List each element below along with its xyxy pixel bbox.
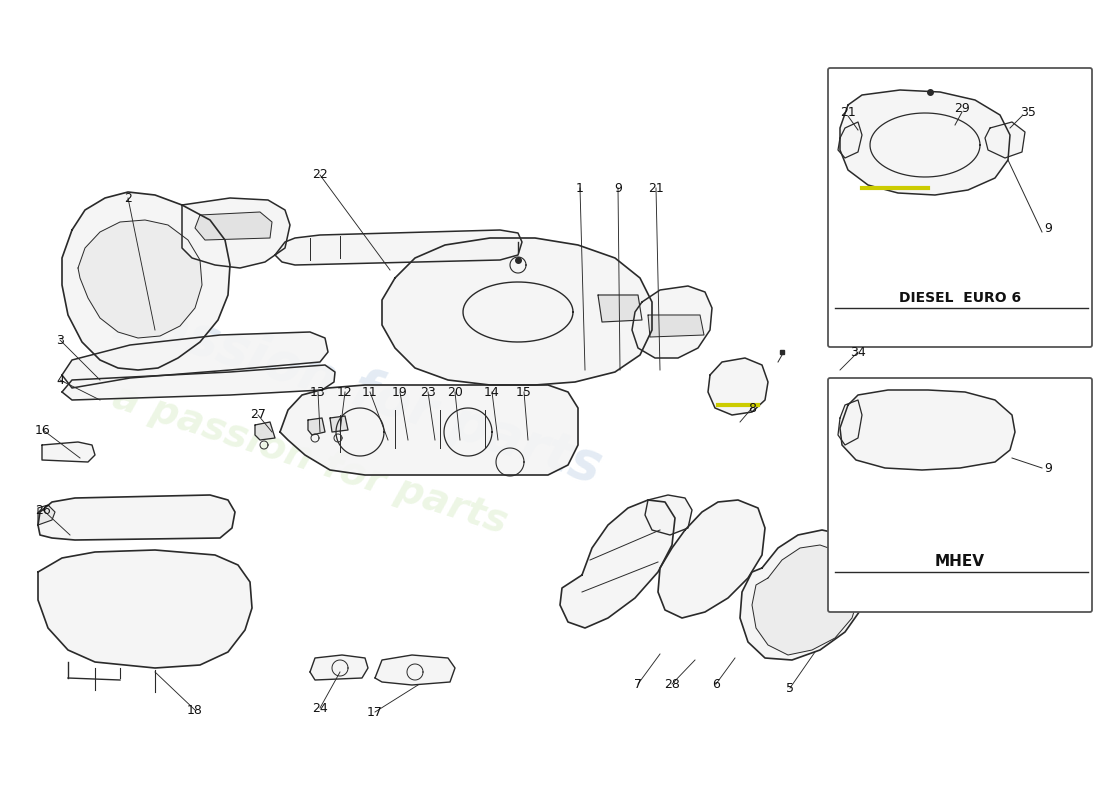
Polygon shape bbox=[330, 416, 348, 432]
Text: 1: 1 bbox=[576, 182, 584, 194]
Polygon shape bbox=[195, 212, 272, 240]
Text: 23: 23 bbox=[420, 386, 436, 398]
Text: 12: 12 bbox=[337, 386, 353, 398]
Polygon shape bbox=[275, 230, 522, 265]
Text: 6: 6 bbox=[712, 678, 719, 690]
Text: passion for parts: passion for parts bbox=[111, 287, 608, 493]
Polygon shape bbox=[598, 295, 642, 322]
Polygon shape bbox=[838, 122, 862, 158]
Text: 19: 19 bbox=[392, 386, 408, 398]
Text: DIESEL  EURO 6: DIESEL EURO 6 bbox=[899, 291, 1021, 305]
Text: 18: 18 bbox=[187, 703, 202, 717]
Text: 9: 9 bbox=[1044, 222, 1052, 234]
Polygon shape bbox=[39, 495, 235, 540]
Text: 21: 21 bbox=[840, 106, 856, 118]
Polygon shape bbox=[708, 358, 768, 415]
Text: 24: 24 bbox=[312, 702, 328, 714]
Text: 28: 28 bbox=[664, 678, 680, 690]
Polygon shape bbox=[280, 385, 578, 475]
FancyBboxPatch shape bbox=[828, 378, 1092, 612]
Polygon shape bbox=[560, 500, 675, 628]
Polygon shape bbox=[838, 400, 862, 445]
Polygon shape bbox=[39, 505, 55, 525]
Polygon shape bbox=[382, 238, 652, 385]
Text: 27: 27 bbox=[250, 409, 266, 422]
Text: 21: 21 bbox=[648, 182, 664, 194]
Text: 26: 26 bbox=[35, 503, 51, 517]
Polygon shape bbox=[752, 545, 860, 655]
Polygon shape bbox=[840, 90, 1010, 195]
Text: MHEV: MHEV bbox=[935, 554, 984, 570]
Polygon shape bbox=[648, 315, 704, 337]
Text: a passion for parts: a passion for parts bbox=[108, 378, 513, 542]
Polygon shape bbox=[658, 500, 764, 618]
Text: 22: 22 bbox=[312, 169, 328, 182]
Text: 20: 20 bbox=[447, 386, 463, 398]
Text: 9: 9 bbox=[614, 182, 622, 194]
Text: 17: 17 bbox=[367, 706, 383, 718]
Text: 13: 13 bbox=[310, 386, 326, 398]
Text: 3: 3 bbox=[56, 334, 64, 346]
Polygon shape bbox=[984, 122, 1025, 158]
Polygon shape bbox=[375, 655, 455, 685]
Text: 5: 5 bbox=[786, 682, 794, 694]
Text: 15: 15 bbox=[516, 386, 532, 398]
Polygon shape bbox=[255, 422, 275, 440]
Polygon shape bbox=[39, 550, 252, 668]
Polygon shape bbox=[308, 418, 324, 435]
FancyBboxPatch shape bbox=[828, 68, 1092, 347]
Polygon shape bbox=[42, 442, 95, 462]
Text: 11: 11 bbox=[362, 386, 378, 398]
Polygon shape bbox=[62, 365, 336, 400]
Polygon shape bbox=[645, 495, 692, 535]
Text: 29: 29 bbox=[954, 102, 970, 114]
Text: 2: 2 bbox=[124, 191, 132, 205]
Text: 4: 4 bbox=[56, 374, 64, 386]
Polygon shape bbox=[78, 220, 202, 338]
Polygon shape bbox=[310, 655, 369, 680]
Text: 14: 14 bbox=[484, 386, 499, 398]
Text: 35: 35 bbox=[1020, 106, 1036, 118]
Text: 8: 8 bbox=[748, 402, 756, 414]
Text: 16: 16 bbox=[35, 423, 51, 437]
Polygon shape bbox=[840, 390, 1015, 470]
Polygon shape bbox=[182, 198, 290, 268]
Text: 7: 7 bbox=[634, 678, 642, 690]
Polygon shape bbox=[62, 192, 230, 370]
Text: 34: 34 bbox=[850, 346, 866, 358]
Polygon shape bbox=[62, 332, 328, 388]
Text: 9: 9 bbox=[1044, 462, 1052, 474]
Polygon shape bbox=[632, 286, 712, 358]
Polygon shape bbox=[740, 530, 868, 660]
